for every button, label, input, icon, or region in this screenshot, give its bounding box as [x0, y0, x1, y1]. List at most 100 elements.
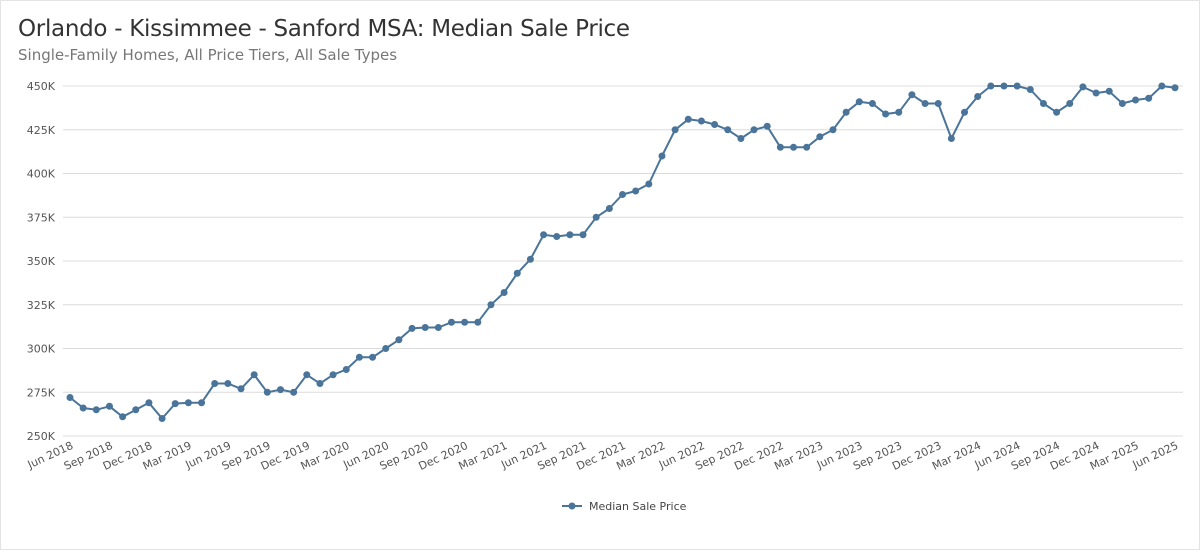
- data-point[interactable]: [513, 269, 521, 277]
- data-point[interactable]: [566, 231, 574, 239]
- data-point[interactable]: [868, 100, 876, 107]
- data-point[interactable]: [947, 135, 955, 142]
- data-point[interactable]: [145, 399, 153, 407]
- data-point[interactable]: [382, 345, 390, 352]
- data-point[interactable]: [1026, 86, 1034, 93]
- data-point[interactable]: [211, 380, 219, 387]
- data-point[interactable]: [592, 213, 600, 221]
- data-point[interactable]: [684, 115, 692, 123]
- data-point[interactable]: [632, 187, 640, 195]
- data-point[interactable]: [645, 180, 653, 188]
- data-point[interactable]: [974, 93, 982, 100]
- data-point[interactable]: [250, 371, 258, 379]
- data-point[interactable]: [395, 336, 403, 344]
- data-point[interactable]: [276, 386, 284, 394]
- data-point[interactable]: [605, 205, 613, 212]
- data-point[interactable]: [671, 126, 679, 134]
- data-point[interactable]: [579, 231, 587, 239]
- data-point[interactable]: [119, 413, 127, 421]
- data-point[interactable]: [158, 415, 166, 422]
- data-point[interactable]: [342, 366, 350, 373]
- data-point[interactable]: [540, 231, 548, 239]
- data-point[interactable]: [355, 353, 363, 361]
- data-point[interactable]: [487, 301, 495, 309]
- data-point[interactable]: [790, 143, 798, 151]
- data-point[interactable]: [658, 152, 666, 160]
- data-point[interactable]: [408, 324, 416, 332]
- data-point[interactable]: [171, 400, 179, 408]
- data-point[interactable]: [447, 318, 455, 326]
- data-point[interactable]: [1066, 100, 1074, 107]
- data-point[interactable]: [434, 324, 442, 331]
- y-tick-label: 375K: [27, 211, 56, 224]
- y-tick-label: 325K: [27, 299, 56, 312]
- y-tick-label: 450K: [27, 80, 56, 93]
- data-point[interactable]: [776, 143, 784, 151]
- data-point[interactable]: [1039, 100, 1047, 107]
- data-point[interactable]: [263, 388, 271, 396]
- data-point[interactable]: [908, 91, 916, 99]
- data-point[interactable]: [816, 133, 824, 141]
- data-point[interactable]: [237, 385, 245, 393]
- data-point[interactable]: [855, 98, 863, 106]
- data-point[interactable]: [1079, 83, 1087, 91]
- data-point[interactable]: [1105, 87, 1113, 95]
- data-point[interactable]: [290, 388, 298, 396]
- data-point[interactable]: [1158, 82, 1166, 90]
- y-tick-label: 275K: [27, 386, 56, 399]
- data-point[interactable]: [474, 318, 482, 326]
- data-point[interactable]: [1053, 108, 1061, 116]
- data-point[interactable]: [132, 406, 140, 414]
- y-tick-label: 300K: [27, 343, 56, 356]
- legend-marker: [568, 502, 576, 510]
- chart-title: Orlando - Kissimmee - Sanford MSA: Media…: [18, 16, 630, 42]
- data-point[interactable]: [500, 289, 508, 296]
- data-point[interactable]: [737, 135, 745, 142]
- data-point[interactable]: [750, 126, 758, 134]
- data-point[interactable]: [934, 100, 942, 107]
- data-point[interactable]: [421, 324, 429, 331]
- data-point[interactable]: [369, 353, 377, 361]
- data-point[interactable]: [105, 402, 113, 410]
- data-point[interactable]: [987, 82, 995, 90]
- data-point[interactable]: [66, 394, 74, 401]
- data-point[interactable]: [724, 126, 732, 134]
- data-point[interactable]: [829, 126, 837, 134]
- y-tick-label: 250K: [27, 430, 56, 443]
- data-point[interactable]: [224, 380, 232, 387]
- chart-subtitle: Single-Family Homes, All Price Tiers, Al…: [18, 46, 398, 64]
- data-point[interactable]: [316, 380, 324, 387]
- data-point[interactable]: [1118, 100, 1126, 107]
- data-point[interactable]: [711, 121, 719, 128]
- data-point[interactable]: [1171, 84, 1179, 92]
- y-tick-label: 425K: [27, 124, 56, 137]
- data-point[interactable]: [961, 108, 969, 116]
- data-point[interactable]: [303, 371, 311, 379]
- data-point[interactable]: [842, 108, 850, 116]
- data-point[interactable]: [882, 110, 890, 118]
- data-point[interactable]: [329, 371, 337, 379]
- data-point[interactable]: [184, 399, 192, 407]
- data-point[interactable]: [461, 318, 469, 326]
- data-point[interactable]: [1132, 96, 1140, 104]
- data-point[interactable]: [198, 399, 206, 407]
- data-point[interactable]: [1000, 82, 1008, 90]
- legend[interactable]: Median Sale Price: [562, 500, 687, 513]
- data-point[interactable]: [1013, 82, 1021, 90]
- y-tick-label: 350K: [27, 255, 56, 268]
- data-point[interactable]: [921, 100, 929, 107]
- data-point[interactable]: [803, 143, 811, 151]
- data-point[interactable]: [697, 117, 705, 125]
- data-point[interactable]: [619, 191, 626, 198]
- data-point[interactable]: [1145, 94, 1153, 102]
- data-point[interactable]: [92, 406, 100, 414]
- data-point[interactable]: [526, 255, 534, 263]
- data-point[interactable]: [763, 122, 771, 130]
- data-point[interactable]: [553, 233, 561, 240]
- data-point[interactable]: [1092, 89, 1100, 97]
- data-point[interactable]: [79, 404, 87, 412]
- legend-label: Median Sale Price: [589, 500, 687, 513]
- data-point[interactable]: [895, 108, 903, 116]
- series-line: [69, 85, 1176, 420]
